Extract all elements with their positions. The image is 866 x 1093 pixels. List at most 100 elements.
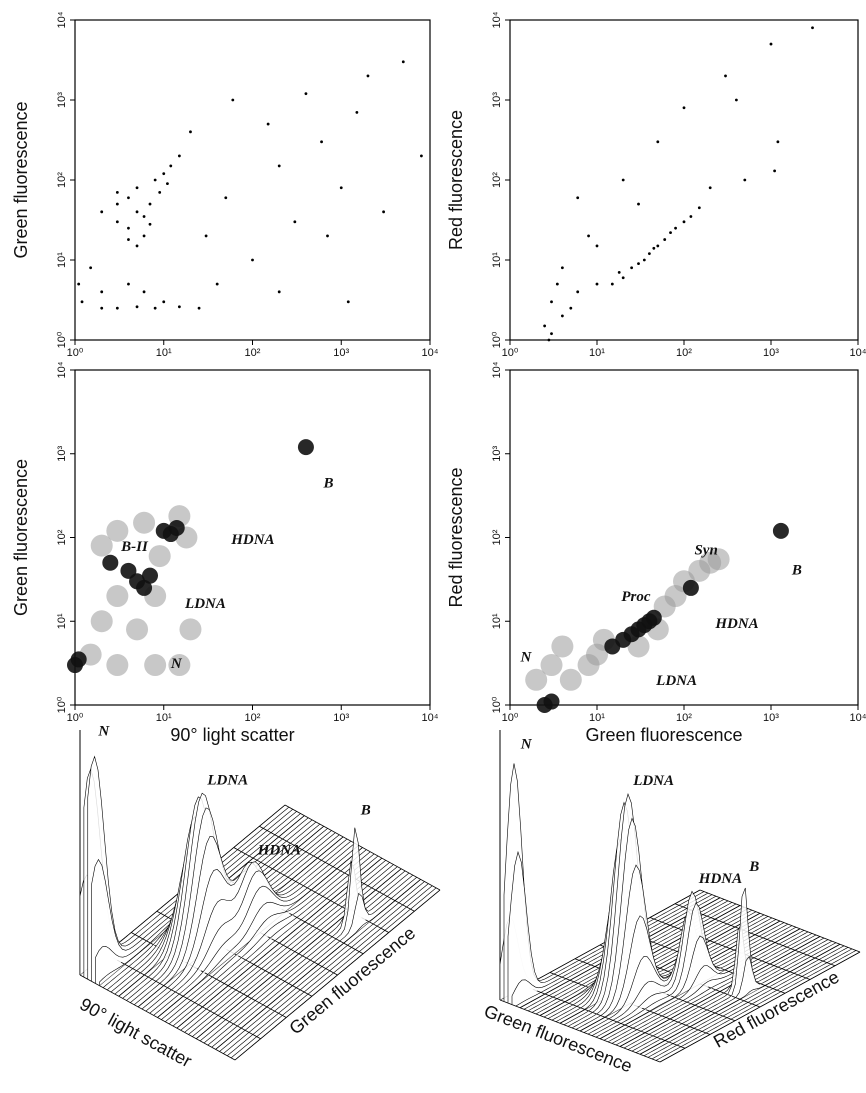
point — [617, 270, 621, 274]
y-tick-label: 10⁰ — [56, 331, 68, 348]
point — [630, 266, 634, 270]
annotation: B-II — [120, 539, 149, 555]
point — [560, 266, 564, 270]
point — [647, 252, 651, 256]
point — [595, 244, 599, 248]
y-tick-label: 10² — [56, 172, 68, 188]
surface-slice — [659, 951, 861, 1063]
point — [769, 42, 773, 46]
point — [127, 282, 130, 286]
surface-slice — [643, 945, 845, 1057]
point — [277, 290, 281, 294]
density-blob — [106, 585, 129, 608]
density-blob — [106, 519, 129, 542]
surface-slice — [647, 947, 849, 1058]
point — [682, 106, 686, 110]
point — [637, 202, 640, 206]
plot-frame — [509, 19, 859, 341]
point — [674, 226, 677, 230]
x-axis-label: 90° light scatter — [170, 725, 294, 745]
point — [610, 282, 614, 286]
y-tick-label: 10³ — [491, 92, 503, 108]
point — [224, 196, 228, 200]
point — [166, 182, 169, 186]
point — [293, 220, 297, 224]
annotation: N — [97, 723, 110, 739]
surface-slice — [215, 879, 421, 1050]
point — [189, 130, 192, 134]
surface-slice — [623, 937, 825, 1049]
point — [656, 244, 660, 248]
x-tick-label: 10³ — [763, 347, 779, 359]
surface-slice — [627, 923, 829, 1050]
annotation: LDNA — [655, 673, 697, 689]
point — [656, 140, 660, 144]
point — [135, 244, 139, 248]
annotation: N — [520, 736, 533, 752]
point — [320, 140, 323, 144]
density-blob — [179, 618, 202, 641]
x-tick-label: 10⁴ — [850, 712, 866, 724]
surface-slice — [227, 885, 433, 1056]
point — [355, 110, 359, 114]
point — [197, 306, 201, 310]
y-tick-label: 10² — [491, 529, 503, 545]
density-blob — [543, 693, 560, 710]
x-tick-label: 10² — [676, 347, 692, 359]
surface-slice — [635, 942, 837, 1053]
x-tick-label: 10² — [245, 712, 261, 724]
point — [669, 231, 672, 235]
x-tick-label: 10² — [245, 347, 261, 359]
density-blob — [70, 651, 87, 668]
point — [547, 338, 551, 342]
point — [724, 74, 727, 78]
surface-slice — [639, 943, 841, 1055]
point — [776, 140, 780, 144]
x-tick-label: 10¹ — [156, 347, 172, 359]
point — [652, 246, 656, 250]
density-blob — [133, 511, 156, 534]
point — [543, 324, 547, 328]
annotation: HDNA — [257, 842, 301, 858]
point — [689, 215, 693, 218]
density-blob — [577, 654, 600, 677]
surface-slice — [161, 849, 367, 1020]
point — [162, 300, 166, 304]
annotation: LDNA — [632, 773, 674, 789]
point — [100, 210, 104, 214]
y-axis-label: Red fluorescence — [446, 467, 466, 607]
annotation: Proc — [621, 589, 651, 605]
surface-slice — [211, 877, 417, 1048]
point — [550, 332, 553, 336]
point — [148, 202, 152, 206]
point — [642, 258, 646, 262]
point — [587, 234, 590, 238]
point — [153, 306, 157, 310]
surface-slice — [651, 948, 853, 1060]
y-tick-label: 10⁰ — [491, 696, 503, 713]
point — [135, 210, 139, 214]
x-tick-label: 10⁰ — [502, 712, 519, 724]
density-blob — [168, 519, 185, 536]
surface-slice — [223, 883, 429, 1054]
point — [177, 305, 181, 309]
point — [142, 215, 146, 218]
point — [177, 154, 181, 158]
x-tick-label: 10¹ — [589, 712, 605, 724]
point — [550, 300, 553, 304]
point — [89, 266, 93, 270]
point — [100, 306, 104, 310]
point — [127, 196, 130, 200]
annotation: B — [791, 562, 802, 578]
point — [773, 169, 777, 173]
y-tick-label: 10⁴ — [56, 11, 68, 28]
annotation: B — [748, 859, 759, 875]
point — [266, 122, 270, 126]
y-tick-label: 10¹ — [56, 252, 68, 268]
annotation: N — [519, 649, 532, 665]
point — [277, 164, 281, 168]
point — [115, 220, 119, 224]
annotation: B — [360, 802, 371, 818]
x-tick-label: 10⁴ — [422, 712, 439, 724]
